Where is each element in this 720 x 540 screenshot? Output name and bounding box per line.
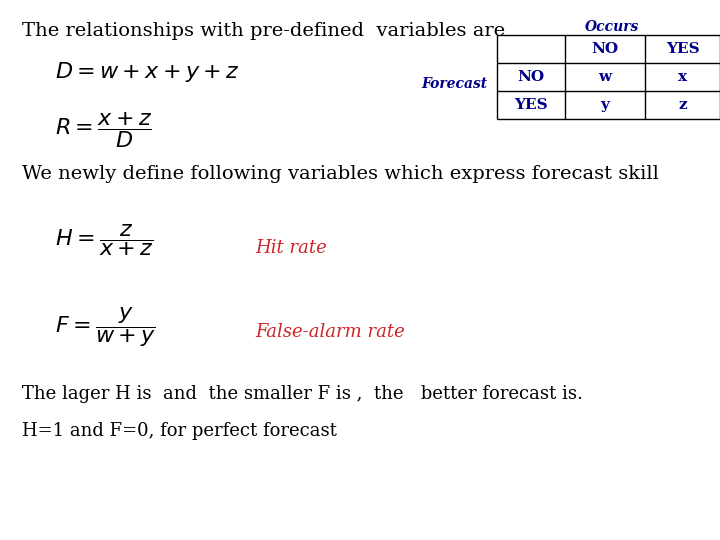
Text: YES: YES: [666, 42, 699, 56]
Text: w: w: [598, 70, 611, 84]
Text: The relationships with pre-defined  variables are: The relationships with pre-defined varia…: [22, 22, 505, 40]
Text: H=1 and F=0, for perfect forecast: H=1 and F=0, for perfect forecast: [22, 422, 337, 440]
Text: $R = \dfrac{x+z}{D}$: $R = \dfrac{x+z}{D}$: [55, 110, 153, 150]
Text: Occurs: Occurs: [585, 20, 639, 34]
Text: False-alarm rate: False-alarm rate: [255, 323, 405, 341]
Text: We newly define following variables which express forecast skill: We newly define following variables whic…: [22, 165, 659, 183]
Text: $F = \dfrac{y}{w+y}$: $F = \dfrac{y}{w+y}$: [55, 305, 156, 349]
Text: The lager H is  and  the smaller F is ,  the   better forecast is.: The lager H is and the smaller F is , th…: [22, 385, 583, 403]
Text: x: x: [678, 70, 687, 84]
Text: NO: NO: [518, 70, 544, 84]
Text: NO: NO: [591, 42, 618, 56]
Text: YES: YES: [514, 98, 548, 112]
Text: Hit rate: Hit rate: [255, 239, 327, 257]
Text: z: z: [678, 98, 687, 112]
Text: $H = \dfrac{z}{x+z}$: $H = \dfrac{z}{x+z}$: [55, 222, 153, 258]
Text: Forecast: Forecast: [421, 77, 487, 91]
Text: y: y: [600, 98, 609, 112]
Text: $D = w + x + y + z$: $D = w + x + y + z$: [55, 60, 240, 84]
